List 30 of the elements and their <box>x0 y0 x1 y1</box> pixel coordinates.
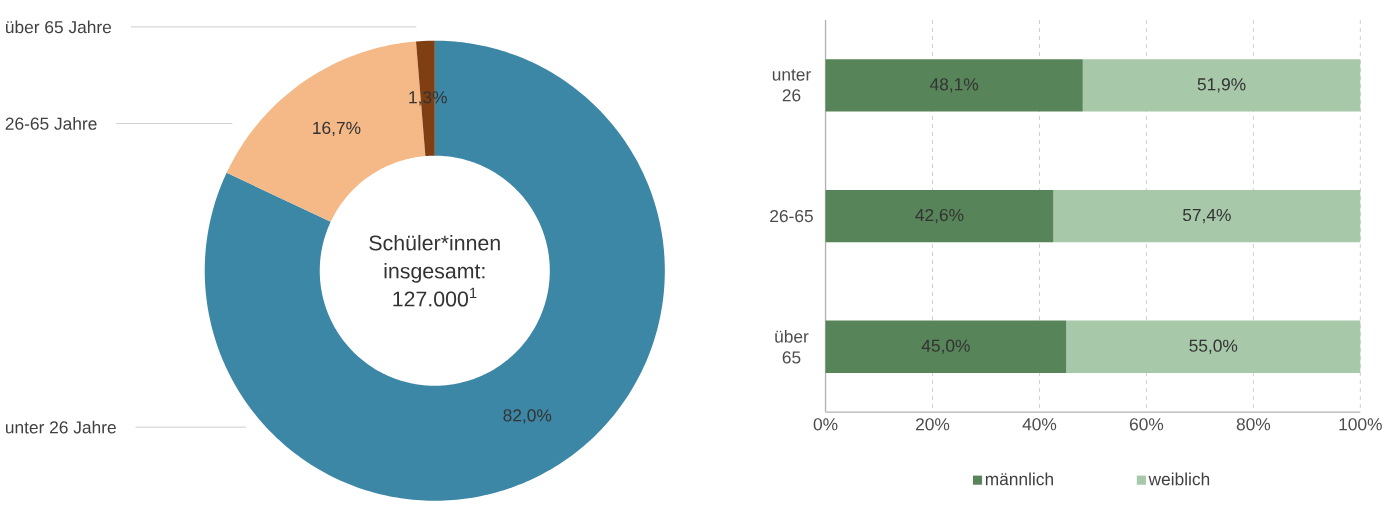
legend-label: männlich <box>985 472 1053 486</box>
slice-label: über 65 Jahre <box>6 20 112 34</box>
y-tick-label: 26-65 <box>770 209 813 222</box>
x-tick-label: 60% <box>1129 417 1164 431</box>
bar <box>1082 58 1361 112</box>
data-label: 57,4% <box>1182 208 1231 223</box>
bar <box>1053 189 1361 242</box>
bar <box>825 320 1067 373</box>
data-label: 42,6% <box>915 208 964 223</box>
x-tick-label: 80% <box>1236 417 1271 431</box>
y-tick-label: über 65 <box>775 329 809 364</box>
data-label: 16,7% <box>313 121 361 136</box>
bar <box>825 58 1083 112</box>
bar <box>825 189 1054 242</box>
data-label: 1,3% <box>409 90 447 106</box>
data-label: 82,0% <box>503 409 552 424</box>
data-label: 48,1% <box>929 77 979 93</box>
legend-label: weiblich <box>1148 472 1210 486</box>
x-tick-label: 0% <box>813 417 838 431</box>
data-label: 55,0% <box>1189 339 1238 354</box>
slice-label: unter 26 Jahre <box>5 420 116 434</box>
data-label: 45,0% <box>921 339 970 354</box>
x-tick-label: 20% <box>916 417 950 431</box>
x-tick-label: 40% <box>1022 417 1057 431</box>
data-label: 51,9% <box>1197 77 1246 93</box>
x-tick-label: 100% <box>1339 417 1382 431</box>
bar <box>1066 320 1361 373</box>
text: Schüler*innen insgesamt: 127.000$^{1}$ <box>369 234 500 307</box>
slice-label: 26-65 Jahre <box>5 116 97 130</box>
y-tick-label: unter 26 <box>772 69 811 102</box>
